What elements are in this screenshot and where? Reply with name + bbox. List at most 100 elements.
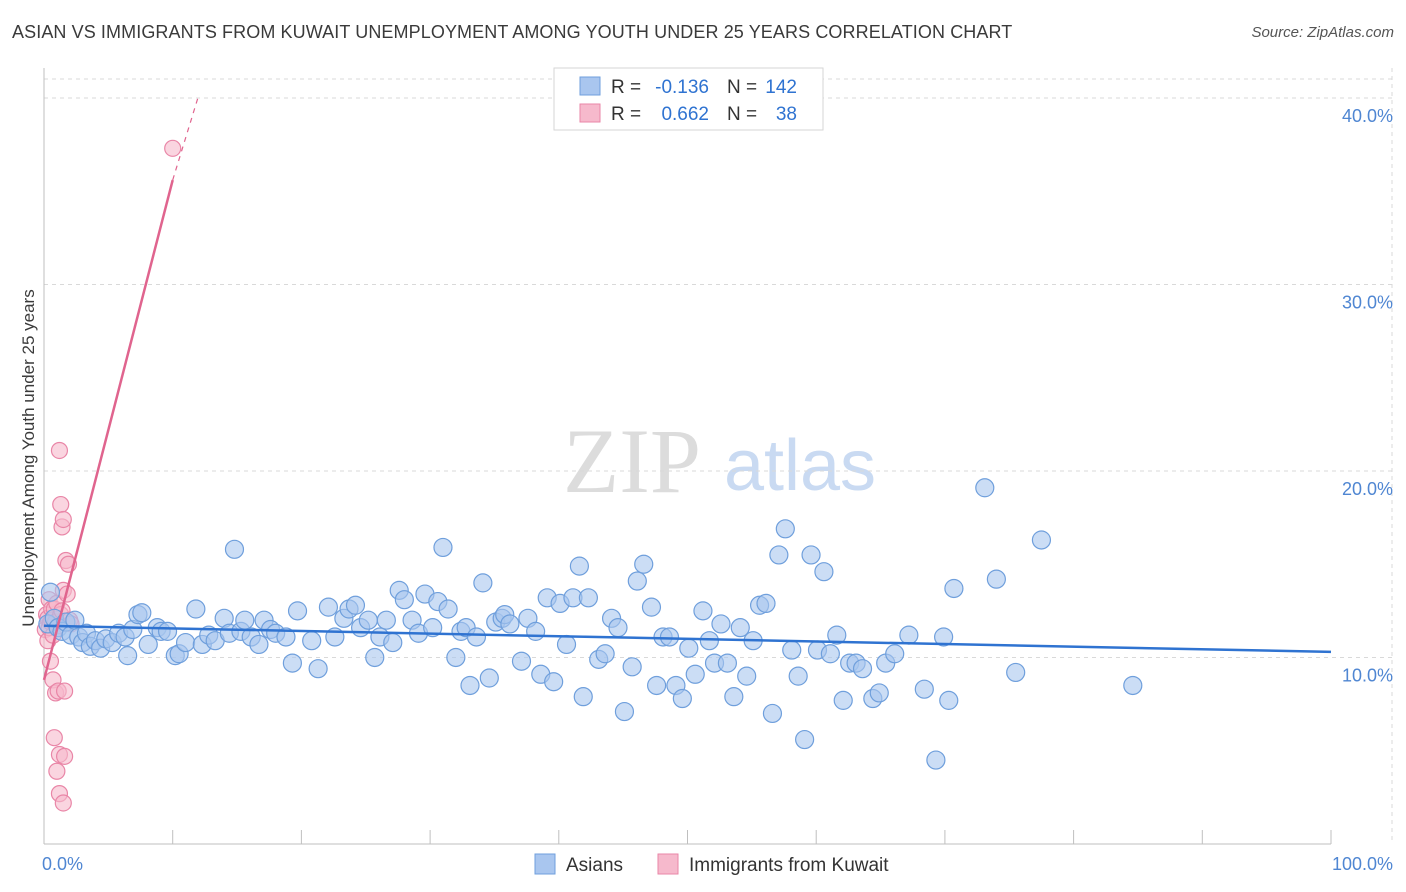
asian-point <box>685 664 705 684</box>
asian-point <box>899 625 919 645</box>
legend-n-value-kuwait: 38 <box>776 104 797 125</box>
asian-point <box>814 562 834 582</box>
asian-point <box>186 599 206 619</box>
asian-point <box>287 601 308 621</box>
legend-n-label-kuwait: N = <box>727 104 757 125</box>
asian-point <box>1031 530 1052 550</box>
asian-point <box>345 595 366 615</box>
asian-point <box>308 659 328 679</box>
asian-point <box>926 750 946 770</box>
asian-point <box>944 578 964 599</box>
asian-point <box>573 687 593 707</box>
x-ticks <box>43 830 1332 844</box>
asian-point <box>569 556 589 576</box>
asian-point <box>556 634 577 655</box>
asian-point <box>647 675 667 696</box>
asian-point <box>788 666 808 686</box>
asian-point <box>699 631 719 651</box>
asian-point <box>634 554 654 574</box>
asian-point <box>885 644 905 664</box>
asian-point <box>934 627 954 647</box>
asian-point <box>466 627 487 647</box>
asian-point <box>1006 662 1026 683</box>
x-tick-labels: 0.0% 100.0% <box>42 854 1393 874</box>
y-tick-label: 10.0% <box>1342 665 1393 685</box>
x-tick-label: 0.0% <box>42 854 83 874</box>
asian-point <box>394 590 414 610</box>
asian-point <box>358 610 378 630</box>
asian-point <box>595 644 615 664</box>
asian-point <box>479 668 499 688</box>
kuwait-point <box>55 747 74 765</box>
asian-point <box>614 701 635 722</box>
asian-point <box>302 631 322 651</box>
asian-point <box>318 597 339 617</box>
asian-point <box>939 690 959 710</box>
asian-point <box>679 638 699 658</box>
asian-point <box>608 618 628 638</box>
asian-point <box>717 653 737 673</box>
asian-points <box>38 478 1143 770</box>
asian-point <box>775 519 795 539</box>
asian-point <box>627 571 647 591</box>
asian-point <box>672 688 692 709</box>
x-tick-label: 100.0% <box>1332 854 1393 874</box>
legend-swatch-kuwait <box>579 103 601 123</box>
asian-point <box>376 610 396 630</box>
asian-point <box>175 632 196 653</box>
kuwait-point <box>55 682 74 700</box>
kuwait-point <box>52 495 70 514</box>
legend-r-value-kuwait: 0.662 <box>661 104 709 125</box>
asian-point <box>820 644 840 664</box>
asian-point <box>1123 675 1143 696</box>
kuwait-points <box>36 139 182 812</box>
asian-point <box>473 573 493 593</box>
chart-source: Source: ZipAtlas.com <box>1251 24 1394 41</box>
y-tick-label: 20.0% <box>1342 479 1393 499</box>
asian-point <box>282 653 302 673</box>
asian-point <box>659 627 680 647</box>
asian-point <box>249 634 269 655</box>
asian-point <box>724 687 744 707</box>
asian-point <box>986 569 1006 589</box>
asian-point <box>641 597 662 617</box>
y-tick-labels: 10.0% 20.0% 30.0% 40.0% <box>1342 106 1393 686</box>
asian-point <box>446 647 466 668</box>
asian-point <box>276 627 296 647</box>
asian-point <box>769 545 789 565</box>
asian-point <box>795 729 815 750</box>
bottom-legend-swatch-kuwait <box>657 853 679 875</box>
asian-point <box>782 640 802 660</box>
legend-r-value-asians: -0.136 <box>655 77 709 98</box>
asian-point <box>869 683 889 703</box>
chart-title: ASIAN VS IMMIGRANTS FROM KUWAIT UNEMPLOY… <box>12 22 1013 42</box>
asian-point <box>365 647 385 668</box>
asian-point <box>622 657 642 677</box>
asian-point <box>914 679 934 699</box>
kuwait-point <box>54 794 72 812</box>
kuwait-point <box>54 510 72 529</box>
kuwait-trend-line <box>42 179 174 681</box>
legend-r-label-asians: R = <box>611 77 641 98</box>
asian-point <box>132 603 152 623</box>
kuwait-point <box>45 729 63 747</box>
bottom-legend-label-asians: Asians <box>566 855 623 876</box>
asian-point <box>526 621 546 641</box>
legend-r-label-kuwait: R = <box>611 104 641 125</box>
y-tick-label: 30.0% <box>1342 292 1393 312</box>
asian-point <box>433 537 453 558</box>
asian-point <box>578 588 599 608</box>
asian-trend-line <box>43 624 1332 654</box>
series-legend: Asians Immigrants from Kuwait <box>534 853 889 876</box>
gridlines <box>44 68 1393 844</box>
asian-point <box>235 610 255 630</box>
bottom-legend-label-kuwait: Immigrants from Kuwait <box>689 855 889 876</box>
bottom-legend-swatch-asians <box>534 853 556 875</box>
y-tick-label: 40.0% <box>1342 106 1393 126</box>
asian-point <box>460 675 480 696</box>
legend-n-label-asians: N = <box>727 77 757 98</box>
asian-point <box>157 621 178 641</box>
asian-point <box>833 690 853 710</box>
asian-point <box>711 614 731 634</box>
